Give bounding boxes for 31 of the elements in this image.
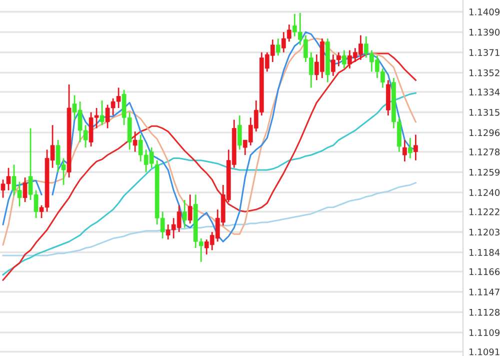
candlestick (188, 194, 192, 224)
y-tick-label: 1.1334 (470, 88, 500, 96)
y-tick-label: 1.1203 (470, 228, 500, 236)
y-tick-label: 1.1184 (470, 249, 500, 256)
y-tick-label: 1.1166 (470, 268, 500, 276)
y-tick-label: 1.1128 (470, 308, 500, 316)
y-tick-label: 1.1240 (470, 189, 500, 196)
y-tick-label: 1.1147 (470, 288, 500, 296)
candlestick (22, 176, 28, 203)
candlestick (100, 100, 104, 126)
y-tick-label: 1.1296 (470, 129, 500, 136)
candlestick (132, 130, 138, 153)
y-tick-label: 1.1352 (470, 69, 500, 76)
candlestick (342, 50, 346, 70)
line-series (2, 92, 416, 276)
y-tick-label: 1.1278 (470, 148, 500, 156)
line-series (2, 182, 416, 256)
y-tick-label: 1.1091 (470, 348, 500, 356)
candlestick (237, 114, 242, 150)
candlestick (276, 38, 280, 56)
y-tick-label: 1.1222 (470, 208, 500, 216)
y-tick-label: 1.1390 (470, 28, 500, 36)
y-tick-label: 1.1259 (470, 168, 500, 176)
y-tick-label: 1.1409 (470, 8, 500, 16)
candlestick (408, 137, 412, 159)
y-tick-label: 1.1371 (470, 49, 500, 56)
y-tick-label: 1.1109 (470, 329, 500, 336)
y-tick-label: 1.1315 (470, 108, 500, 116)
candlestick (413, 134, 418, 162)
candlestick (402, 139, 407, 162)
candlestick (182, 199, 187, 228)
